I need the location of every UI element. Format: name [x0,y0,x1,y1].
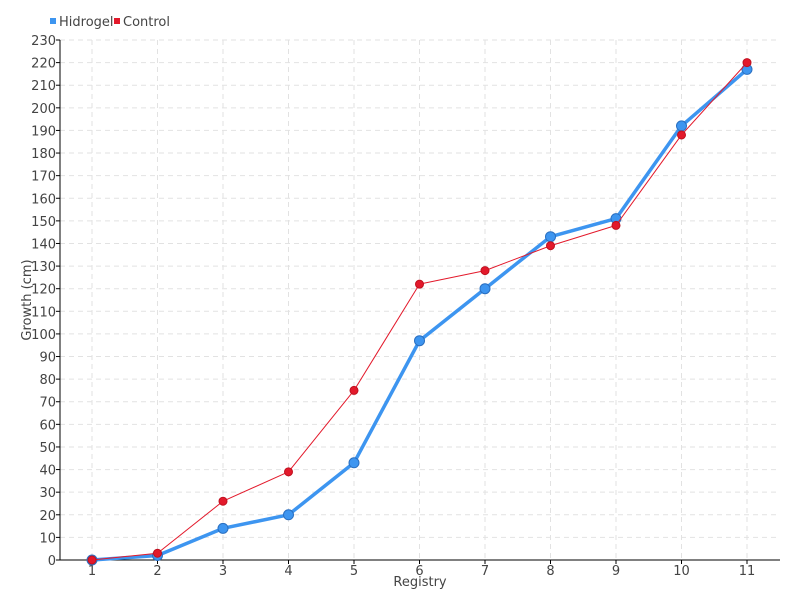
data-point-hidrogel [479,283,491,295]
y-tick-label: 140 [31,237,56,252]
x-tick-label: 1 [88,564,96,579]
legend: Hidrogel Control [50,15,170,30]
y-tick-label: 40 [39,464,56,479]
x-tick-label: 2 [153,564,161,579]
data-point-hidrogel [676,120,687,132]
x-tick-label: 11 [739,564,756,579]
y-tick-label: 160 [31,192,56,207]
data-point-control [611,220,621,230]
x-tick-label: 8 [546,564,554,579]
data-point-control [153,548,162,558]
y-tick-label: 50 [39,441,56,456]
data-point-control [677,130,686,140]
y-axis-label: Growth (cm) [20,259,35,340]
y-tick-label: 230 [31,34,56,49]
data-point-control [349,385,359,395]
x-tick-label: 10 [673,564,690,579]
y-tick-label: 90 [39,351,56,366]
data-point-control [546,241,555,251]
y-tick-label: 170 [31,170,56,185]
x-axis-label: Registry [393,575,447,590]
x-tick-label: 7 [481,564,489,579]
data-point-control [480,266,490,276]
y-tick-label: 110 [31,305,56,320]
y-tick-label: 10 [39,531,56,546]
legend-label-hidrogel: Hidrogel [59,15,114,30]
series-layer [86,58,753,566]
legend-label-control: Control [123,15,170,30]
y-tick-label: 80 [39,373,56,388]
y-tick-label: 70 [39,396,56,411]
y-tick-label: 30 [39,486,56,501]
x-tick-label: 9 [612,564,620,579]
y-tick-label: 60 [39,418,56,433]
data-point-hidrogel [217,522,229,534]
grid [60,39,780,560]
y-tick-label: 210 [31,79,56,94]
y-tick-label: 120 [31,283,56,298]
x-tick-label: 4 [284,564,292,579]
data-point-control [87,555,97,565]
y-tick-label: 100 [31,328,56,343]
legend-swatch-control [114,18,120,24]
data-point-hidrogel [414,335,425,347]
y-tick-label: 180 [31,147,56,162]
y-tick-label: 130 [31,260,56,275]
y-tick-label: 190 [31,124,56,139]
data-point-control [284,467,293,477]
data-point-hidrogel [545,231,556,243]
y-tick-label: 0 [48,554,56,569]
y-tick-label: 150 [31,215,56,230]
y-tick-label: 200 [31,102,56,117]
data-point-control [742,58,752,68]
data-point-control [218,496,228,506]
x-tick-label: 3 [219,564,227,579]
y-tick-label: 220 [31,57,56,72]
axes: 0102030405060708090100110120130140150160… [31,34,780,579]
y-tick-label: 20 [39,509,56,524]
data-point-control [415,279,424,289]
legend-swatch-hidrogel [50,18,56,24]
data-point-hidrogel [283,509,294,521]
data-point-hidrogel [348,457,360,469]
x-tick-label: 6 [415,564,423,579]
x-tick-label: 5 [350,564,358,579]
